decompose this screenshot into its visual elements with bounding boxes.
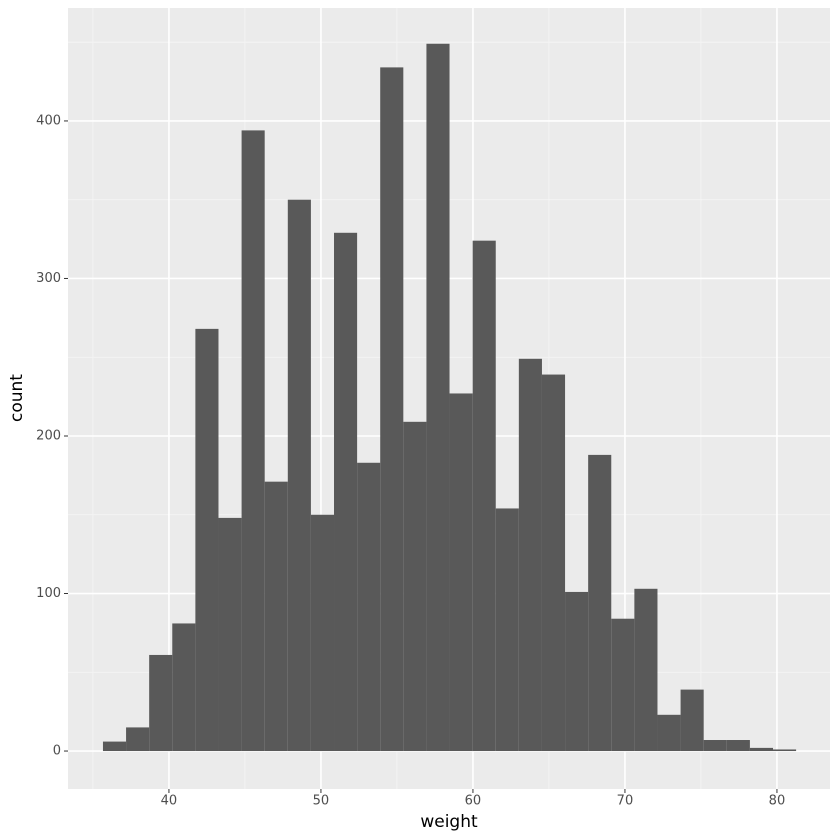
x-tick-label: 50	[313, 794, 330, 809]
bar	[657, 714, 681, 752]
bar	[588, 454, 612, 752]
bar	[703, 740, 727, 752]
bars	[102, 43, 797, 752]
bar	[449, 393, 473, 752]
bar	[426, 43, 450, 752]
axes: 40 50 60 70 80 0 100 200 300 400	[36, 113, 785, 808]
y-tick-label: 100	[36, 586, 61, 601]
bar	[172, 623, 196, 752]
bar	[149, 654, 173, 752]
bar	[611, 618, 635, 752]
bar	[680, 689, 704, 752]
x-tick-label: 80	[769, 794, 786, 809]
y-tick-label: 300	[36, 271, 61, 286]
x-axis-title: weight	[420, 812, 478, 832]
bar	[749, 747, 773, 752]
bar	[495, 508, 519, 752]
bar	[264, 481, 288, 752]
bar	[241, 130, 265, 752]
bar	[287, 199, 311, 752]
y-axis-title: count	[7, 374, 27, 422]
bar	[565, 591, 589, 752]
bar	[126, 727, 150, 752]
y-tick-label: 400	[36, 113, 61, 128]
y-tick-label: 200	[36, 428, 61, 443]
bar	[102, 741, 127, 752]
bar	[195, 328, 219, 752]
bar	[334, 232, 358, 752]
bar	[634, 588, 658, 752]
x-tick-label: 70	[617, 794, 634, 809]
y-tick-label: 0	[53, 744, 61, 759]
bar	[310, 514, 335, 752]
bar	[357, 462, 381, 752]
x-tick-label: 40	[161, 794, 178, 809]
x-tick-label: 60	[465, 794, 482, 809]
bar	[472, 240, 496, 752]
bar	[380, 67, 404, 752]
bar	[541, 374, 566, 752]
bar	[403, 421, 427, 752]
bar	[518, 358, 542, 752]
bar	[218, 517, 242, 752]
bar	[772, 749, 797, 752]
bar	[726, 740, 750, 752]
